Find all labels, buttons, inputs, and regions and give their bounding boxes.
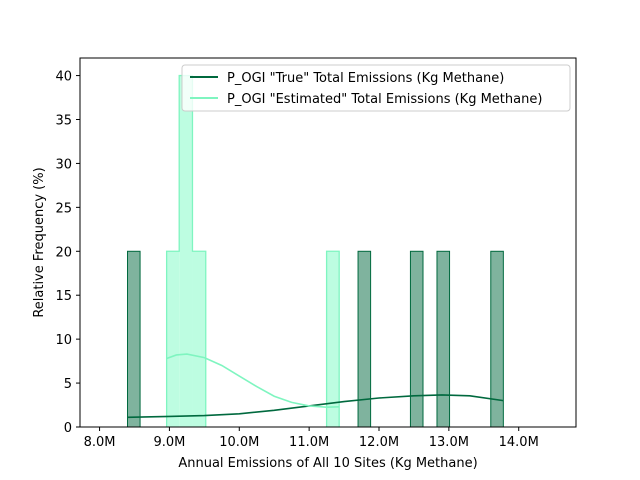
- x-tick-label-4: 12.0M: [359, 435, 399, 450]
- x-tick-label-3: 11.0M: [289, 435, 329, 450]
- x-tick-label-1: 9.0M: [153, 435, 185, 450]
- estimated-emissions-bar-1: [166, 251, 180, 427]
- y-tick-label-4: 20: [55, 245, 72, 260]
- true-emissions-kde-line: [127, 394, 504, 419]
- y-axis-title: Relative Frequency (%): [32, 167, 47, 317]
- y-axis-ticks: 0 5 10 15 20 25 30 35 40: [55, 70, 80, 436]
- legend-box: [181, 64, 571, 112]
- x-tick-label-0: 8.0M: [84, 435, 116, 450]
- y-tick-label-2: 10: [55, 333, 72, 348]
- estimated-emissions-kde-line: [166, 353, 340, 409]
- legend-label-2: P_OGI "Estimated" Total Emissions (Kg Me…: [227, 92, 542, 107]
- estimated-emissions-step-outline-2: [325, 250, 340, 427]
- x-axis-ticks: 8.0M 9.0M 10.0M 11.0M 12.0M 13.0M 14.0M: [84, 427, 539, 450]
- y-tick-label-5: 25: [55, 201, 72, 216]
- axes-layer: [79, 57, 577, 428]
- y-tick-label-7: 35: [55, 114, 72, 129]
- y-tick-label-8: 40: [55, 70, 72, 85]
- true-emissions-bar-4: [436, 250, 451, 428]
- y-tick-label-0: 0: [64, 421, 72, 436]
- series-layer: [99, 74, 554, 428]
- plot-frame: [79, 57, 577, 428]
- estimated-emissions-bar-3: [192, 251, 206, 427]
- estimated-emissions-bar-4: [326, 251, 340, 427]
- legend-label-1: P_OGI "True" Total Emissions (Kg Methane…: [227, 71, 504, 86]
- true-emissions-bar-3: [409, 250, 424, 428]
- y-tick-label-6: 30: [55, 157, 72, 172]
- true-emissions-bar-1: [127, 250, 141, 428]
- x-axis-title: Annual Emissions of All 10 Sites (Kg Met…: [178, 456, 477, 471]
- y-tick-label-3: 15: [55, 289, 72, 304]
- x-tick-label-6: 14.0M: [499, 435, 539, 450]
- y-tick-label-1: 5: [64, 377, 72, 392]
- estimated-emissions-bar-2: [179, 75, 193, 428]
- x-tick-label-5: 13.0M: [429, 435, 469, 450]
- legend: P_OGI "True" Total Emissions (Kg Methane…: [181, 64, 571, 112]
- x-tick-label-2: 10.0M: [219, 435, 259, 450]
